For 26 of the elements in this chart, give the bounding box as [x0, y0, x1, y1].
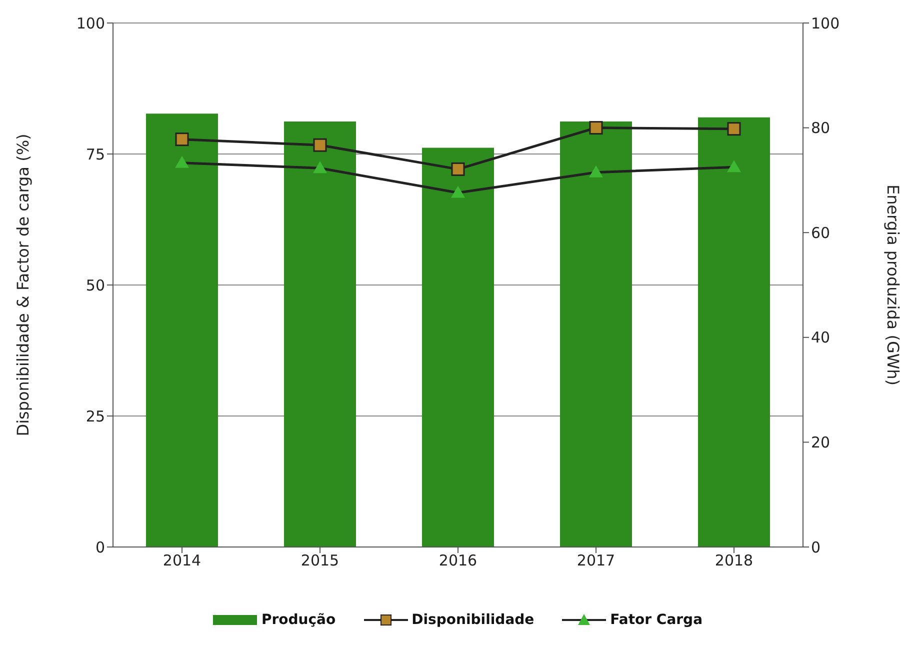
y-tick-label: 50 — [86, 276, 105, 294]
x-tick-label: 2018 — [714, 552, 754, 570]
y2-tick-label: 80 — [811, 119, 830, 138]
bar — [422, 148, 494, 547]
bar — [560, 122, 632, 547]
y2-axis-title: Energia produzida (GWh) — [883, 184, 902, 386]
y2-tick-label: 20 — [811, 434, 830, 452]
y2-tick-label: 100 — [811, 14, 840, 32]
legend-label: Produção — [261, 612, 336, 628]
y-axis-title: Disponibilidade & Factor de carga (%) — [14, 134, 33, 436]
bar — [698, 117, 770, 547]
y2-tick-label: 0 — [811, 538, 821, 556]
legend-label: Disponibilidade — [412, 612, 534, 628]
legend-label: Fator Carga — [610, 612, 703, 628]
y-tick-label: 75 — [86, 145, 105, 164]
bar — [146, 114, 218, 547]
x-tick-label: 2015 — [300, 552, 340, 570]
y2-tick-label: 40 — [811, 328, 830, 347]
y-tick-label: 100 — [76, 14, 105, 32]
y2-tick-label: 60 — [811, 224, 830, 242]
bar — [284, 122, 356, 547]
y-tick-label: 0 — [95, 538, 105, 556]
x-tick-label: 2017 — [576, 552, 616, 570]
y-tick-label: 25 — [86, 407, 105, 426]
x-tick-label: 2016 — [438, 552, 478, 570]
x-tick-label: 2014 — [162, 552, 202, 570]
